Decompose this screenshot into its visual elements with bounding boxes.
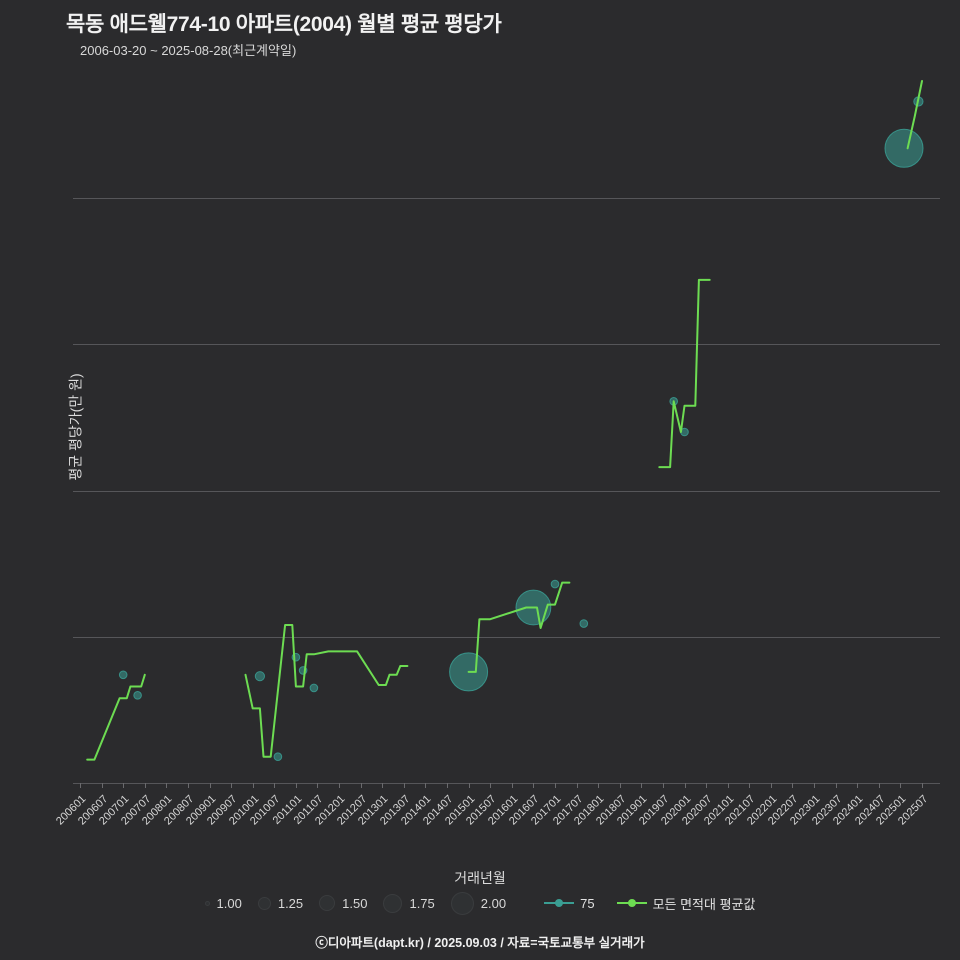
- x-tick-mark: [662, 783, 664, 788]
- legend-size-dot-icon: [204, 900, 210, 906]
- x-tick-mark: [209, 783, 211, 788]
- x-tick-mark: [123, 783, 125, 788]
- legend-size-label: 1.25: [277, 895, 304, 911]
- y-tick-mark: [73, 344, 80, 346]
- x-tick-mark: [425, 783, 427, 788]
- x-tick-mark: [317, 783, 319, 788]
- legend-series-swatch-icon: [616, 897, 647, 909]
- chart-subtitle: 2006-03-20 ~ 2025-08-28(최근계약일): [80, 43, 297, 58]
- y-tick-mark: [73, 636, 80, 638]
- legend-series-label: 모든 면적대 평균값: [652, 896, 756, 912]
- legend-size-item: 1.25: [257, 895, 304, 911]
- x-tick-mark: [598, 783, 600, 788]
- legend-size-item: 1.75: [383, 893, 435, 913]
- x-axis-title: 거래년월: [454, 870, 506, 886]
- y-tick-mark: [73, 783, 80, 784]
- gridline: [80, 636, 940, 638]
- gridline: [80, 198, 940, 199]
- gridline: [80, 344, 940, 346]
- x-tick-mark: [144, 783, 146, 788]
- y-tick-mark: [73, 490, 80, 492]
- x-tick-mark: [922, 783, 923, 788]
- legend-size-label: 1.50: [342, 895, 368, 911]
- x-tick-mark: [900, 783, 902, 788]
- x-tick-mark: [554, 783, 556, 788]
- x-tick-mark: [641, 783, 643, 788]
- x-tick-mark: [187, 783, 189, 788]
- chart-legend: 1.00 1.25 1.50 1.75 2.00 75 모든 면적대 평균값: [0, 886, 960, 920]
- x-tick-mark: [511, 783, 513, 788]
- x-tick-mark: [684, 783, 686, 788]
- x-tick-mark: [576, 783, 578, 788]
- x-tick-mark: [468, 783, 470, 788]
- x-tick-mark: [878, 783, 880, 788]
- legend-size-item: 2.00: [450, 891, 507, 915]
- legend-size-label: 1.75: [409, 895, 435, 911]
- legend-series-label: 75: [580, 895, 595, 911]
- y-tick-mark: [73, 198, 80, 199]
- x-tick-mark: [770, 783, 772, 788]
- x-tick-mark: [360, 783, 362, 788]
- x-tick-mark: [252, 783, 254, 788]
- legend-size-dot-icon: [383, 893, 403, 913]
- x-tick-mark: [814, 783, 816, 788]
- x-tick-mark: [382, 783, 384, 788]
- x-tick-mark: [857, 783, 859, 788]
- legend-size-dot-icon: [319, 895, 336, 911]
- y-axis-title: 평균 평당가(만 원): [67, 372, 84, 481]
- x-tick-mark: [490, 783, 492, 788]
- chart-title: 목동 애드웰774-10 아파트(2004) 월별 평균 평당가: [66, 13, 502, 36]
- legend-series-item[interactable]: 모든 면적대 평균값: [616, 894, 756, 913]
- gridline: [80, 783, 940, 784]
- x-tick-mark: [706, 783, 708, 788]
- plot-area: 평균 평당가(만 원): [68, 70, 940, 784]
- x-tick-mark: [166, 783, 168, 788]
- legend-size-item: 1.50: [319, 895, 367, 911]
- footer-background: [0, 924, 960, 960]
- footer-credit: ⓒ디아파트(dapt.kr) / 2025.09.03 / 자료=국토교통부 실…: [315, 936, 645, 950]
- x-tick-mark: [835, 783, 837, 788]
- x-tick-mark: [339, 783, 341, 788]
- legend-size-dot-icon: [450, 891, 474, 915]
- legend-size-label: 1.00: [216, 895, 242, 911]
- x-tick-mark: [295, 783, 297, 788]
- legend-size-label: 2.00: [480, 895, 507, 911]
- x-tick-mark: [274, 783, 276, 788]
- x-tick-mark: [80, 783, 81, 788]
- legend-size-dot-icon: [257, 896, 271, 910]
- x-tick-mark: [447, 783, 449, 788]
- x-tick-mark: [727, 783, 729, 788]
- legend-size-item: 1.00: [204, 895, 242, 911]
- x-tick-mark: [749, 783, 751, 788]
- x-tick-mark: [101, 783, 103, 788]
- gridline: [80, 490, 940, 492]
- legend-series-swatch-icon: [544, 897, 575, 909]
- x-tick-mark: [792, 783, 794, 788]
- legend-series-item[interactable]: 75: [544, 895, 595, 911]
- x-tick-mark: [533, 783, 535, 788]
- x-tick-mark: [403, 783, 405, 788]
- x-tick-mark: [231, 783, 233, 788]
- x-tick-mark: [619, 783, 621, 788]
